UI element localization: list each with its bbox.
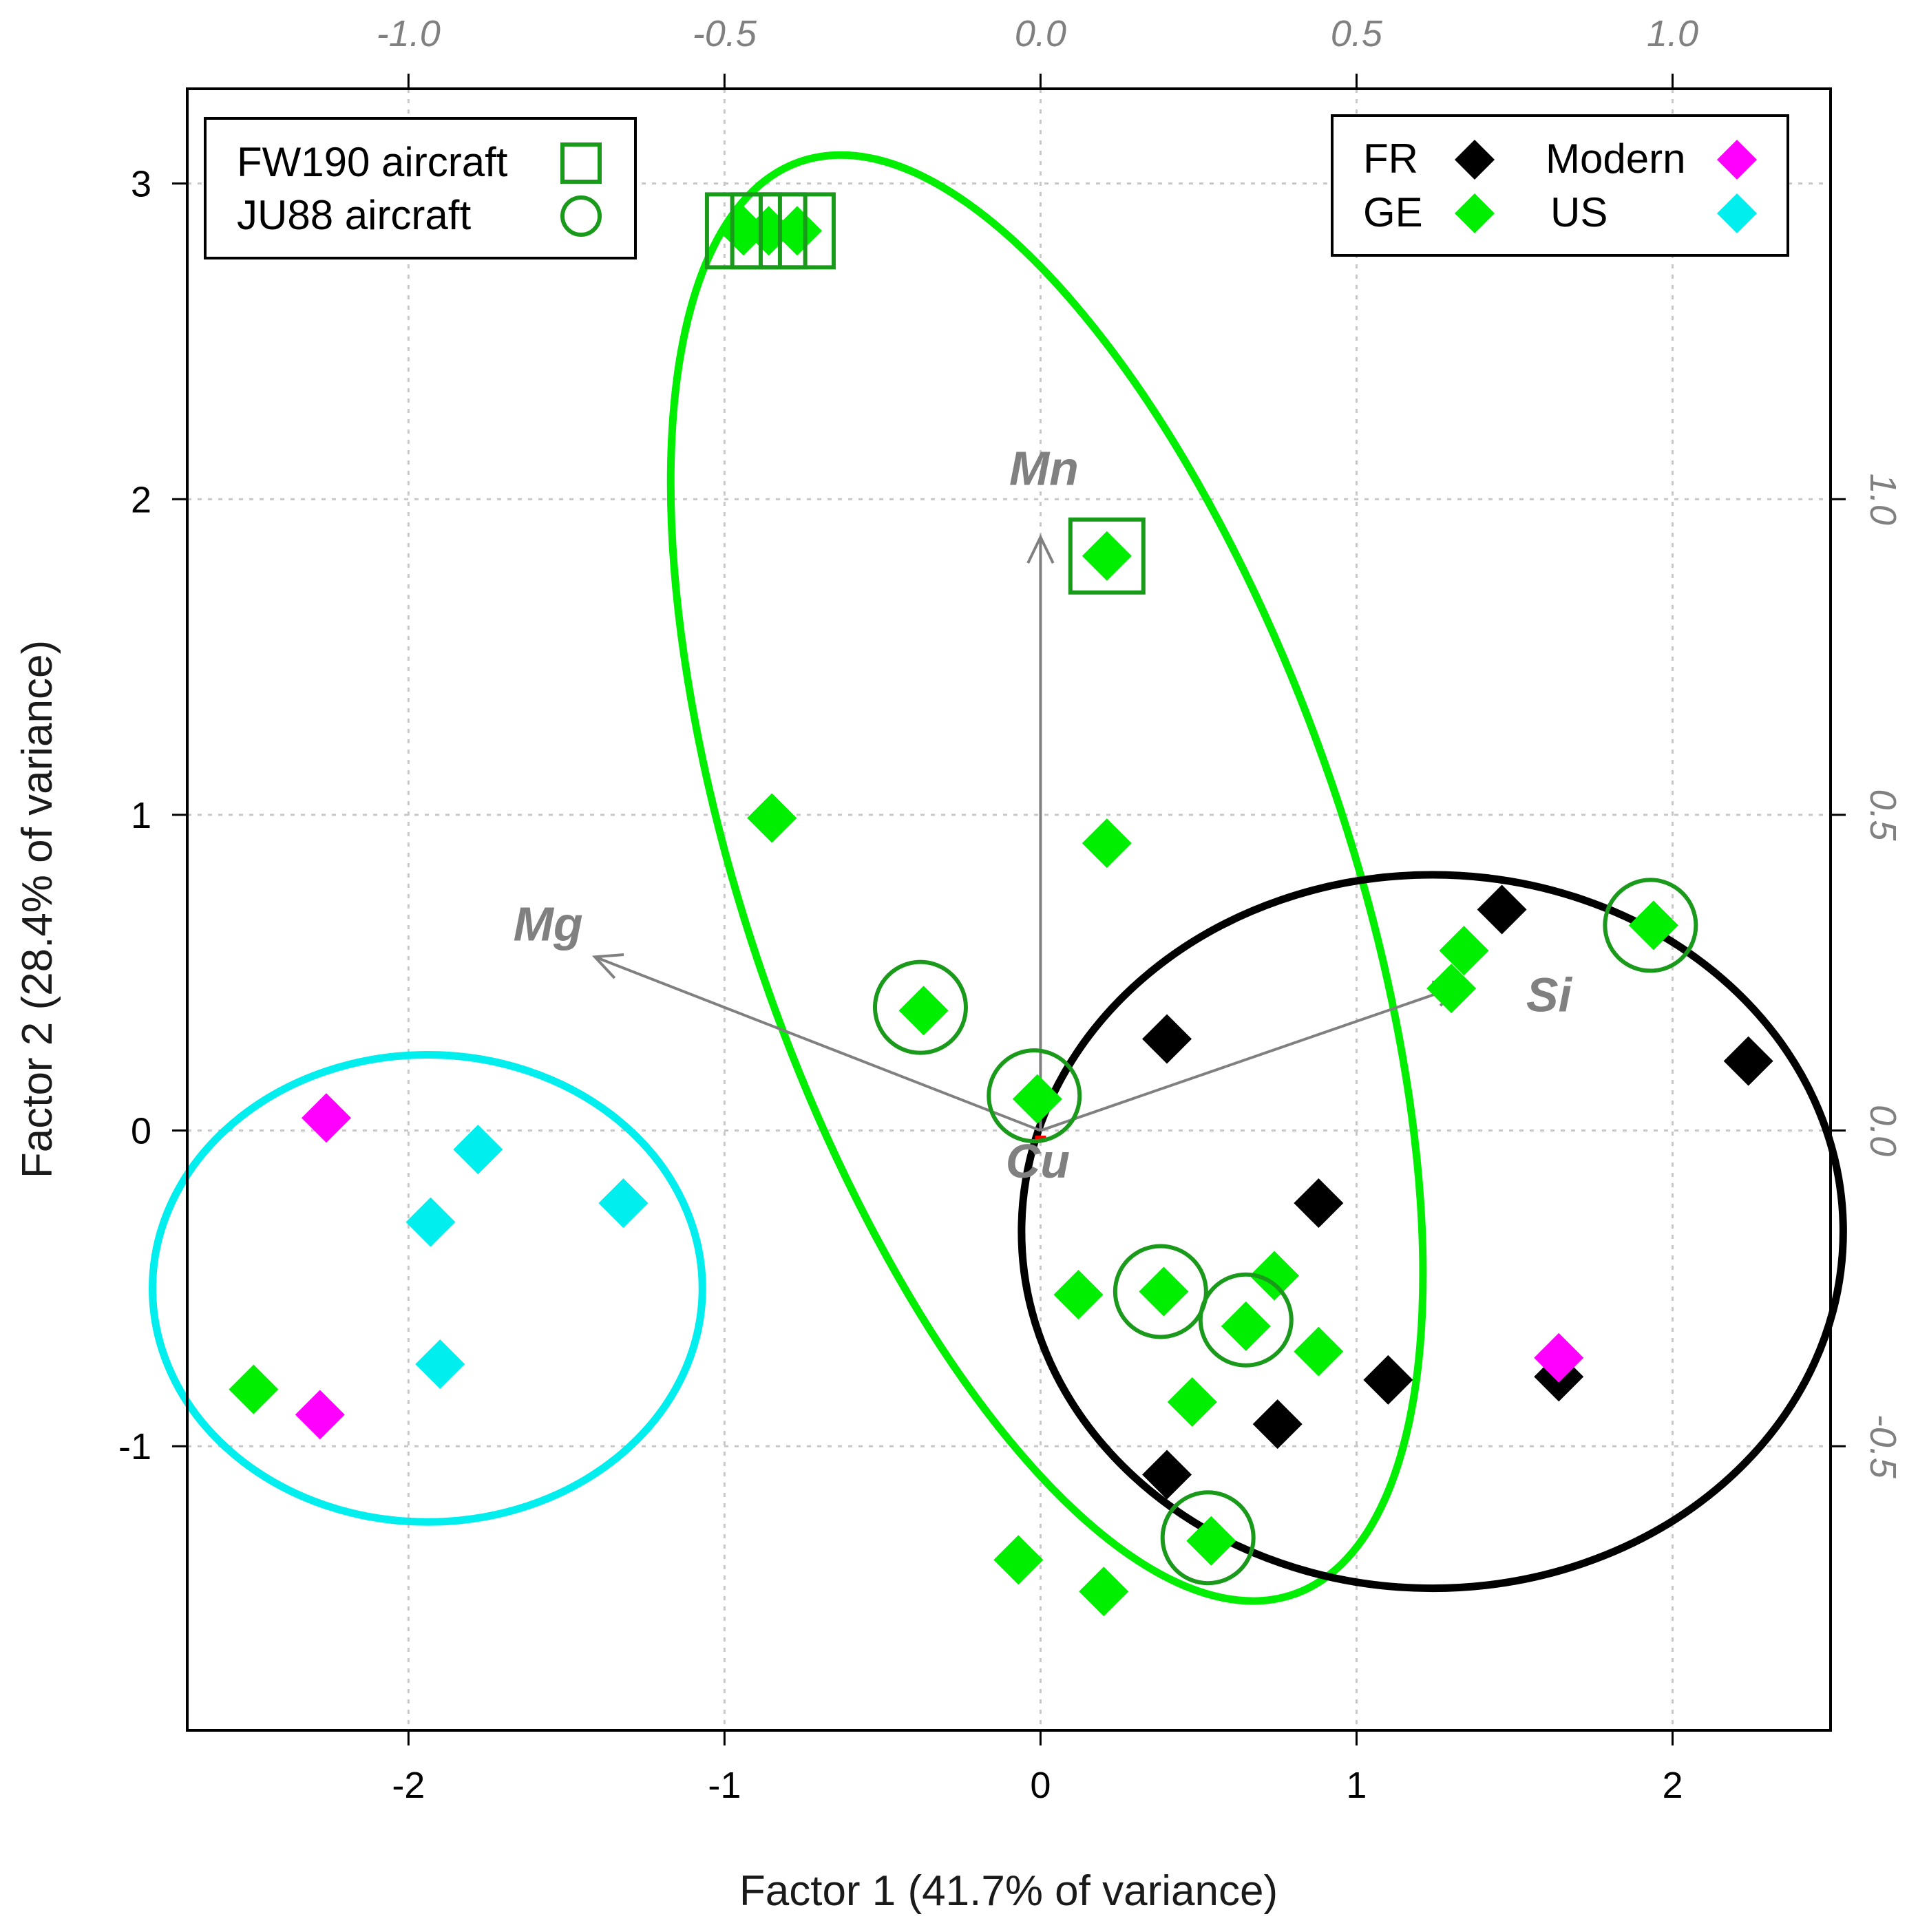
point-ge	[1139, 1266, 1189, 1317]
x-tick-label: 0	[1030, 1765, 1051, 1806]
x-axis-label: Factor 1 (41.7% of variance)	[739, 1867, 1278, 1915]
point-fr	[1252, 1399, 1303, 1450]
point-modern	[301, 1093, 351, 1143]
ju88-marker	[1198, 1272, 1294, 1368]
ju88-marker	[987, 1048, 1082, 1144]
top-tick-label: -0.5	[693, 13, 757, 54]
point-ge	[1294, 1326, 1344, 1377]
ellipse-us	[149, 1050, 706, 1526]
legend-aircraft	[204, 117, 637, 259]
y-tick-label: -1	[118, 1426, 151, 1467]
vector-mg	[594, 955, 1042, 1132]
y-tick-label: 1	[131, 795, 151, 836]
ellipse-fr	[1018, 871, 1847, 1593]
legend-group-label: GE	[1363, 189, 1423, 235]
point-ge	[1250, 1251, 1300, 1301]
legend-circle-symbol	[560, 195, 602, 237]
point-ge	[898, 986, 949, 1036]
ellipse-ge	[666, 151, 1427, 1605]
point-fr	[1142, 1450, 1192, 1500]
point-fr	[1142, 1014, 1192, 1064]
point-ge	[1079, 1567, 1129, 1617]
x-tick-label: -2	[392, 1765, 425, 1806]
point-ge	[1082, 531, 1132, 581]
x-tick-label: 1	[1346, 1765, 1367, 1806]
vector-label-mn: Mn	[1009, 441, 1079, 495]
fw190-marker	[1068, 517, 1146, 595]
right-tick-label: 0.5	[1862, 789, 1904, 841]
y-tick-label: 2	[131, 479, 151, 520]
point-us	[453, 1125, 503, 1175]
point-ge	[747, 793, 797, 843]
point-fr	[1723, 1036, 1773, 1086]
legend-group-label: US	[1550, 189, 1608, 235]
point-modern	[295, 1390, 345, 1440]
legend-aircraft-label: FW190 aircraft	[237, 139, 508, 185]
ju88-marker	[872, 959, 968, 1055]
x-tick-label: -1	[708, 1765, 741, 1806]
point-ge	[1628, 900, 1678, 951]
legend-square-symbol	[560, 142, 602, 184]
data-points	[229, 206, 1773, 1617]
group-ellipses	[149, 151, 1847, 1605]
point-ge	[772, 206, 822, 256]
fw190-marker	[758, 192, 836, 270]
y-tick-label: 0	[131, 1111, 151, 1152]
legend-group-label: Modern	[1546, 136, 1685, 182]
right-tick-label: 1.0	[1862, 474, 1904, 525]
legend-diamond-fr	[1455, 140, 1495, 180]
point-modern	[1534, 1333, 1584, 1383]
y-tick-label: 3	[131, 164, 151, 205]
axes: -2 -1 0 1 2 -1 0 1 2 3 -1.0 -0.5 0.0 0.5 1.0 -0.5 0.0 0.5…	[118, 13, 1904, 1806]
point-ge	[1082, 818, 1132, 869]
vector-label-mg: Mg	[514, 897, 583, 951]
point-fr	[1477, 884, 1527, 935]
ju88-marker	[1160, 1490, 1256, 1586]
vector-arrowhead-mn	[1026, 533, 1055, 564]
legend-groups	[1331, 114, 1789, 257]
top-tick-label: 0.0	[1015, 13, 1066, 54]
point-ge	[1186, 1516, 1236, 1566]
vector-si	[1040, 984, 1462, 1132]
legend-diamond-us	[1717, 193, 1757, 233]
vector-label-si: Si	[1526, 968, 1573, 1022]
axis-labels: Factor 1 (41.7% of variance) Factor 2 (2…	[14, 640, 1278, 1915]
x-tick-label: 2	[1662, 1765, 1683, 1806]
plot-frame	[186, 87, 1832, 1732]
y-axis-label: Factor 2 (28.4% of variance)	[14, 640, 61, 1178]
right-tick-label: -0.5	[1862, 1414, 1904, 1479]
point-us	[598, 1178, 649, 1229]
point-ge	[1012, 1074, 1062, 1124]
vector-arrowhead-mg	[591, 953, 624, 979]
top-tick-label: 1.0	[1647, 13, 1698, 54]
point-ge	[1439, 926, 1489, 976]
point-fr	[1363, 1355, 1413, 1405]
top-tick-label: 0.5	[1331, 13, 1383, 54]
legend-group-label: FR	[1363, 136, 1418, 182]
aircraft-markers	[704, 192, 1698, 1586]
point-ge	[1221, 1301, 1271, 1351]
point-ge	[1053, 1270, 1104, 1320]
legend-aircraft-label: JU88 aircraft	[237, 192, 471, 238]
point-us	[415, 1339, 465, 1389]
right-tick-label: 0.0	[1862, 1105, 1904, 1156]
point-ge	[993, 1535, 1044, 1585]
ju88-marker	[1113, 1244, 1208, 1339]
legend-diamond-ge	[1455, 193, 1495, 233]
point-ge	[1426, 964, 1477, 1014]
ju88-marker	[1603, 878, 1698, 973]
point-us	[405, 1197, 456, 1247]
point-ge	[229, 1364, 279, 1414]
legends: FW190 aircraft JU88 aircraft FR Modern GE US	[204, 114, 1789, 259]
top-tick-label: -1.0	[377, 13, 441, 54]
point-ge	[1167, 1377, 1217, 1427]
legend-diamond-modern	[1717, 140, 1757, 180]
point-fr	[1294, 1178, 1344, 1229]
